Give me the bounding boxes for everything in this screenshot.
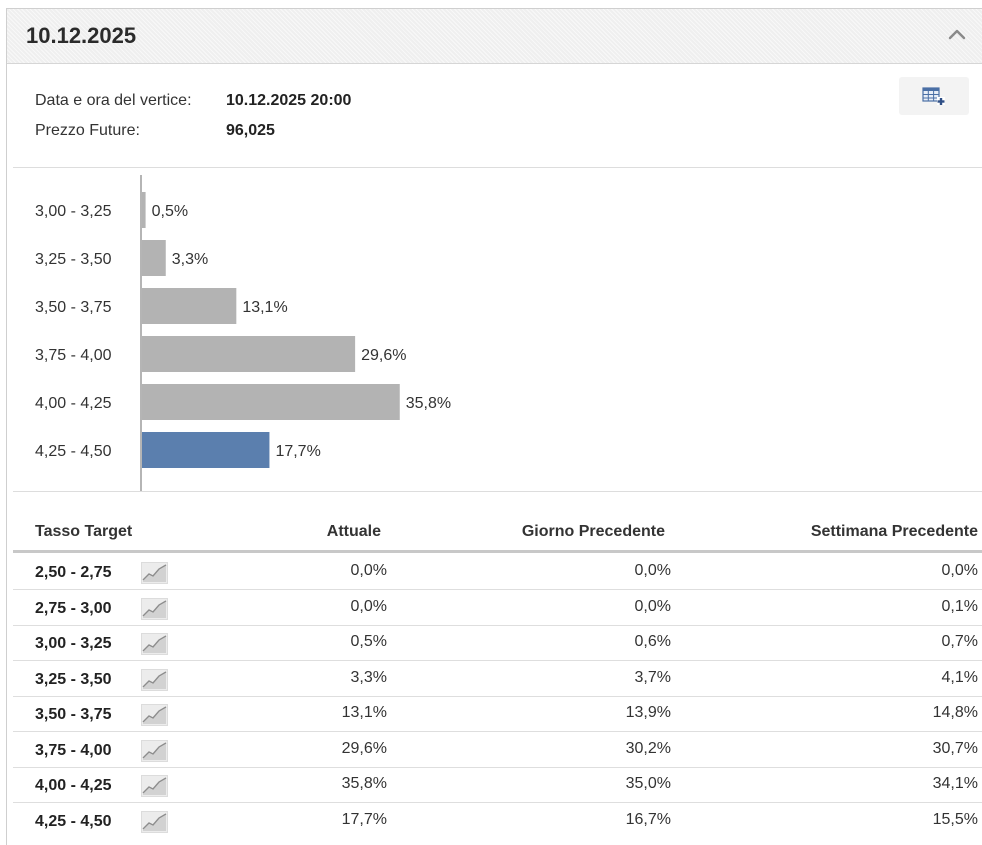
previous-week-value: 0,1% bbox=[941, 597, 978, 615]
bar-category-label: 4,25 - 4,50 bbox=[35, 443, 112, 460]
panel-title: 10.12.2025 bbox=[26, 23, 137, 48]
bar bbox=[142, 288, 237, 324]
table-row: 2,75 - 3,00 0,0% 0,0% 0,1% bbox=[13, 591, 982, 626]
header-current: Attuale bbox=[326, 523, 381, 540]
current-value: 3,3% bbox=[350, 668, 387, 686]
target-rate-range: 3,00 - 3,25 bbox=[35, 635, 112, 652]
previous-day-value: 35,0% bbox=[625, 775, 671, 792]
bar-category-label: 3,25 - 3,50 bbox=[35, 251, 112, 268]
trend-chart-icon[interactable] bbox=[141, 775, 168, 797]
trend-chart-icon[interactable] bbox=[141, 704, 168, 726]
target-rate-range: 4,00 - 4,25 bbox=[35, 777, 112, 794]
row-divider bbox=[13, 660, 982, 661]
bar-chart-svg: 3,00 - 3,25 0,5% 3,25 - 3,50 3,3% 3,50 - 3,7… bbox=[35, 175, 451, 491]
bar-category-label: 4,00 - 4,25 bbox=[35, 395, 112, 412]
previous-day-value: 30,2% bbox=[625, 739, 671, 757]
previous-week-value: 4,1% bbox=[941, 668, 978, 686]
target-rate-range: 2,50 - 2,75 bbox=[35, 564, 112, 581]
previous-week-value: 15,5% bbox=[932, 810, 978, 828]
current-value: 29,6% bbox=[341, 739, 387, 757]
table-row: 3,25 - 3,50 3,3% 3,7% 4,1% bbox=[13, 662, 982, 697]
table-row: 2,50 - 2,75 0,0% 0,0% 0,0% bbox=[13, 555, 982, 590]
previous-week-value: 14,8% bbox=[932, 704, 978, 721]
previous-day-value: 0,0% bbox=[634, 562, 671, 579]
table-row: 3,50 - 3,75 13,1% 13,9% 14,8% bbox=[13, 697, 982, 732]
header-previous-day: Giorno Precedente bbox=[521, 523, 665, 540]
bar-value-label: 13,1% bbox=[242, 299, 287, 316]
previous-week-value: 34,1% bbox=[932, 775, 978, 792]
row-divider bbox=[13, 589, 982, 590]
bar bbox=[142, 192, 146, 228]
row-divider bbox=[13, 695, 982, 697]
bar-category-label: 3,50 - 3,75 bbox=[35, 299, 112, 316]
current-value: 0,0% bbox=[350, 562, 387, 579]
row-divider bbox=[13, 731, 982, 732]
trend-chart-icon[interactable] bbox=[141, 633, 168, 655]
bar-value-label: 3,3% bbox=[172, 251, 208, 268]
bar bbox=[142, 384, 400, 420]
current-value: 13,1% bbox=[341, 704, 387, 721]
table-add-icon bbox=[922, 87, 945, 105]
bar-category-label: 3,00 - 3,25 bbox=[35, 203, 112, 220]
target-rate-range: 3,75 - 4,00 bbox=[35, 741, 112, 759]
export-table-button[interactable] bbox=[899, 77, 969, 115]
target-rate-range: 4,25 - 4,50 bbox=[35, 812, 112, 830]
panel-header[interactable]: 10.12.2025 bbox=[7, 9, 982, 64]
current-value: 0,5% bbox=[350, 633, 387, 650]
target-rate-range: 3,25 - 3,50 bbox=[35, 670, 112, 688]
probability-bar-chart: 3,00 - 3,25 0,5% 3,25 - 3,50 3,3% 3,50 - 3,7… bbox=[13, 169, 982, 500]
trend-chart-icon[interactable] bbox=[141, 668, 168, 691]
header-previous-week: Settimana Precedente bbox=[810, 523, 978, 540]
previous-day-value: 3,7% bbox=[634, 668, 671, 686]
table-header-divider bbox=[13, 550, 982, 553]
target-rate-range: 3,50 - 3,75 bbox=[35, 706, 112, 723]
current-value: 35,8% bbox=[341, 775, 387, 792]
row-divider bbox=[13, 802, 982, 803]
table-row: 3,75 - 4,00 29,6% 30,2% 30,7% bbox=[13, 733, 982, 768]
previous-day-value: 16,7% bbox=[625, 810, 671, 828]
peak-time-label: Data e ora del vertice: bbox=[35, 92, 192, 109]
chevron-up-icon[interactable] bbox=[947, 25, 967, 45]
trend-chart-icon[interactable] bbox=[141, 562, 168, 584]
row-divider bbox=[13, 766, 982, 768]
table-row: 4,25 - 4,50 17,7% 16,7% 15,5% bbox=[13, 804, 982, 839]
current-value: 17,7% bbox=[341, 810, 387, 828]
previous-day-value: 13,9% bbox=[625, 704, 671, 721]
info-divider bbox=[13, 167, 982, 168]
bar-value-label: 17,7% bbox=[275, 443, 320, 460]
trend-chart-icon[interactable] bbox=[141, 810, 168, 833]
bar-category-label: 3,75 - 4,00 bbox=[35, 347, 112, 364]
previous-week-value: 30,7% bbox=[932, 739, 978, 757]
bar-value-label: 0,5% bbox=[152, 203, 188, 220]
futures-price-label: Prezzo Future: bbox=[35, 122, 140, 139]
previous-day-value: 0,0% bbox=[634, 597, 671, 615]
header-target-rate: Tasso Target bbox=[35, 523, 133, 540]
table-row: 3,00 - 3,25 0,5% 0,6% 0,7% bbox=[13, 626, 982, 661]
chart-divider bbox=[13, 491, 982, 492]
current-value: 0,0% bbox=[350, 597, 387, 615]
target-rate-range: 2,75 - 3,00 bbox=[35, 599, 112, 617]
trend-chart-icon[interactable] bbox=[141, 739, 168, 762]
bar-value-label: 35,8% bbox=[406, 395, 451, 412]
previous-week-value: 0,7% bbox=[941, 633, 978, 650]
trend-chart-icon[interactable] bbox=[141, 597, 168, 620]
futures-price-value: 96,025 bbox=[226, 122, 275, 139]
previous-day-value: 0,6% bbox=[634, 633, 671, 650]
peak-time-value: 10.12.2025 20:00 bbox=[226, 92, 352, 109]
previous-week-value: 0,0% bbox=[941, 562, 978, 579]
bar-value-label: 29,6% bbox=[361, 347, 406, 364]
row-divider bbox=[13, 624, 982, 626]
table-row: 4,00 - 4,25 35,8% 35,0% 34,1% bbox=[13, 768, 982, 803]
bar bbox=[142, 240, 166, 276]
bar bbox=[142, 336, 356, 372]
probability-panel: 10.12.2025 Data e ora del vertice: 10.12… bbox=[6, 8, 982, 845]
bar bbox=[142, 432, 270, 468]
